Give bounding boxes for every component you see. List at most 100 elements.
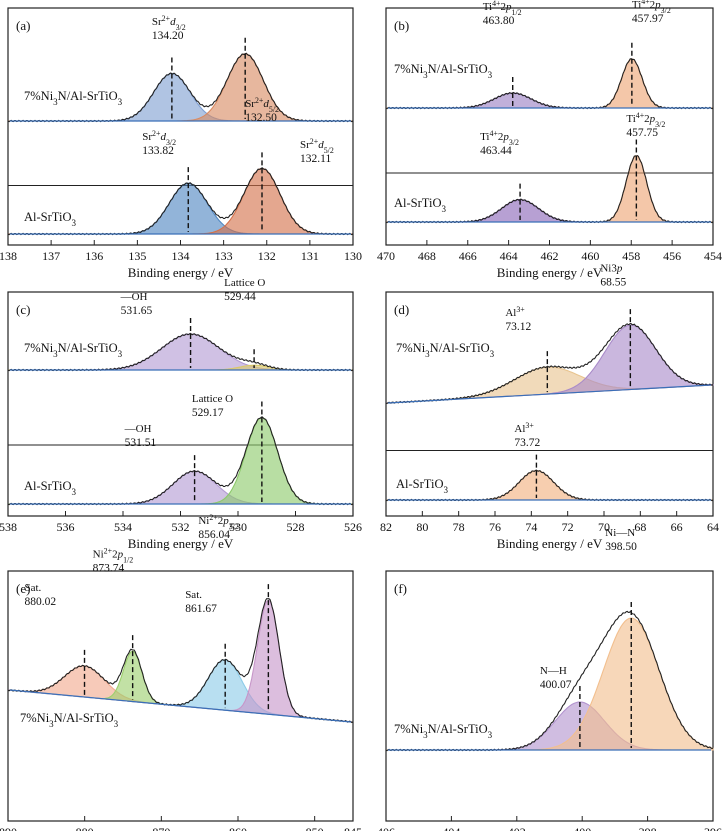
peak-value: 457.75 (626, 127, 658, 139)
sample-label: Al-SrTiO3 (24, 210, 76, 228)
peak-value: 463.44 (480, 145, 512, 157)
baseline (387, 384, 712, 404)
peak-value: 134.20 (152, 30, 184, 42)
sample-label: 7%Ni3N/Al-SrTiO3 (394, 62, 493, 80)
peak-value: 463.80 (483, 15, 515, 27)
x-tick-label: 70 (598, 520, 610, 534)
x-tick-label: 396 (704, 825, 722, 831)
x-tick-label: 134 (172, 249, 190, 263)
peak-value: 880.02 (25, 596, 57, 608)
peak-name: Ni2+2p1/2 (93, 546, 134, 564)
x-axis-label: Binding energy / eV (497, 265, 603, 280)
spectrum-line (385, 154, 714, 224)
x-tick-label: 130 (344, 249, 362, 263)
x-tick-label: 136 (85, 249, 103, 263)
sample-label: Al-SrTiO3 (396, 477, 448, 495)
panel-label: (b) (394, 18, 409, 33)
x-tick-label: 454 (704, 249, 722, 263)
x-tick-label: 82 (380, 520, 392, 534)
peak-value: 73.12 (505, 321, 531, 333)
panel-label: (e) (16, 581, 30, 596)
panel-frame (385, 291, 714, 517)
x-axis-label: Binding energy / eV (128, 265, 234, 280)
peak-value: 531.65 (121, 305, 153, 317)
x-tick-label: 76 (489, 520, 501, 534)
peak-name: Ti4+2p3/2 (480, 129, 519, 147)
sample-label: 7%Ni3N/Al-SrTiO3 (24, 89, 123, 107)
sample-label: 7%Ni3N/Al-SrTiO3 (24, 341, 123, 359)
peak-component (386, 155, 713, 223)
peak-name: Ni—N (605, 527, 635, 539)
spectrum-line (7, 597, 354, 724)
x-tick-label: 528 (287, 520, 305, 534)
peak-value: 73.72 (514, 437, 540, 449)
x-tick-label: 850 (306, 825, 324, 831)
x-tick-label: 470 (377, 249, 395, 263)
peak-component (386, 92, 713, 109)
peak-value: 873.74 (93, 563, 125, 575)
peak-value: 400.07 (540, 679, 572, 691)
x-tick-label: 402 (508, 825, 526, 831)
peak-value: 856.04 (198, 529, 230, 541)
x-tick-label: 458 (622, 249, 640, 263)
peak-value: 457.97 (632, 13, 664, 25)
x-tick-label: 460 (581, 249, 599, 263)
sample-label: Al-SrTiO3 (394, 196, 446, 214)
x-tick-label: 880 (76, 825, 94, 831)
x-axis-label: Binding energy / eV (497, 536, 603, 551)
peak-value: 529.44 (224, 291, 256, 303)
x-tick-label: 400 (573, 825, 591, 831)
x-tick-label: 66 (671, 520, 683, 534)
x-tick-label: 466 (459, 249, 477, 263)
peak-value: 132.11 (300, 153, 331, 165)
panel-label: (a) (16, 18, 30, 33)
peak-name: Ni3p (600, 263, 623, 275)
x-tick-label: 131 (301, 249, 319, 263)
x-tick-label: 132 (258, 249, 276, 263)
peak-name: Sat. (185, 589, 202, 601)
panel-frame (7, 570, 354, 822)
peak-name: Sr2+d5/2 (245, 96, 279, 114)
peak-name: Sr2+d5/2 (300, 137, 334, 155)
sample-label: 7%Ni3N/Al-SrTiO3 (20, 711, 119, 729)
panel-frame (385, 570, 714, 822)
x-axis-label: Binding energy / eV (128, 536, 234, 551)
x-tick-label: 138 (0, 249, 17, 263)
x-tick-label: 462 (541, 249, 559, 263)
x-tick-label: 845 (344, 825, 362, 831)
peak-name: Sr2+d3/2 (152, 14, 186, 32)
peak-name: Al3+ (505, 305, 525, 320)
x-tick-label: 456 (663, 249, 681, 263)
baseline (9, 689, 352, 723)
sample-label: 7%Ni3N/Al-SrTiO3 (394, 722, 493, 740)
x-tick-label: 870 (152, 825, 170, 831)
x-tick-label: 135 (128, 249, 146, 263)
x-tick-label: 890 (0, 825, 17, 831)
x-tick-label: 72 (562, 520, 574, 534)
peak-name: —OH (124, 423, 152, 435)
sample-label: Al-SrTiO3 (24, 479, 76, 497)
x-tick-label: 74 (525, 520, 537, 534)
panel-c: 538 536 534 532 530 528 526 Binding energy / eV… (0, 277, 362, 551)
x-tick-label: 398 (639, 825, 657, 831)
peak-name: Ti4+2p3/2 (626, 111, 665, 129)
peak-name: N—H (540, 665, 567, 677)
peak-name: Sr2+d3/2 (142, 129, 176, 147)
x-tick-label: 526 (344, 520, 362, 534)
x-tick-label: 464 (500, 249, 518, 263)
x-tick-label: 78 (453, 520, 465, 534)
peak-value: 398.50 (605, 541, 637, 553)
peak-name: —OH (120, 291, 148, 303)
peak-value: 132.50 (245, 112, 277, 124)
x-tick-label: 538 (0, 520, 17, 534)
peak-value: 531.51 (125, 437, 157, 449)
panel-label: (c) (16, 302, 30, 317)
peak-value: 133.82 (142, 145, 174, 157)
x-tick-label: 406 (377, 825, 395, 831)
peak-value: 68.55 (600, 277, 626, 289)
peak-component (7, 599, 354, 723)
sample-label: 7%Ni3N/Al-SrTiO3 (396, 341, 495, 359)
panel-e: 890 880 870 860 850 845 Binding energy / eV (e)… (0, 513, 362, 831)
peak-name: Ti4+2p3/2 (632, 0, 671, 15)
